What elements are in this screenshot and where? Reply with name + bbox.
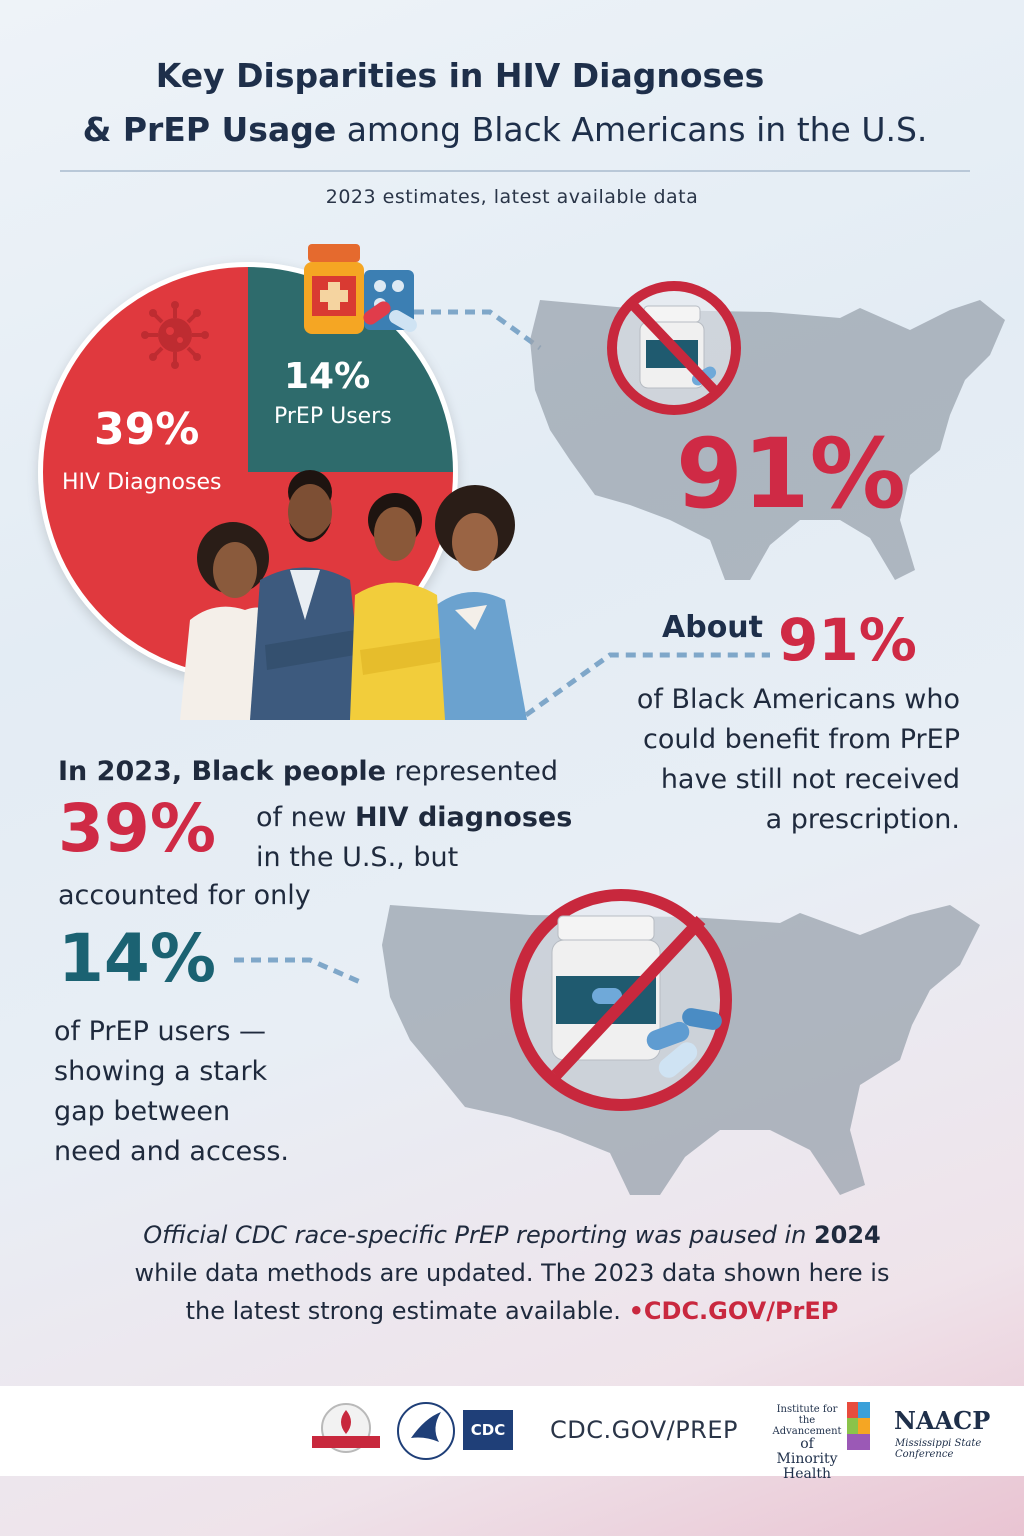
about-word: About [662, 610, 764, 645]
about-line-2: could benefit from PrEP [642, 724, 960, 755]
intro-bold: In 2023, Black people [58, 756, 386, 787]
naacp-subtitle: Mississippi State Conference [895, 1438, 982, 1460]
connector-line-middle [524, 652, 770, 718]
line-6: showing a stark [54, 1056, 268, 1087]
line-3: in the U.S., but [256, 842, 459, 873]
prep-users-text: of PrEP users — showing a stark gap betw… [54, 1012, 289, 1172]
hiv-diagnoses-text: of new HIV diagnoses in the U.S., but [256, 798, 572, 878]
pie-prep-label: PrEP Users [274, 404, 392, 429]
footnote-italic: Official CDC race-specific PrEP reportin… [143, 1221, 814, 1249]
footnote-year: 2024 [813, 1221, 881, 1249]
value-14: 14% [58, 920, 216, 997]
line-5: of PrEP users — [54, 1016, 266, 1047]
no-pill-bottle-icon [607, 281, 741, 415]
footnote-line-3: the latest strong estimate available. •C… [40, 1292, 984, 1330]
mississippi-map-icon [847, 1402, 870, 1450]
line-4: accounted for only [58, 880, 311, 911]
big-91-value: 91% [676, 418, 906, 530]
iamh-line-3: of Minority [776, 1436, 838, 1467]
title-line-2: & PrEP Usage among Black Americans in th… [0, 110, 1010, 149]
intro-line: In 2023, Black people represented [58, 756, 558, 787]
connector-line-bottom [234, 957, 362, 985]
footnote-line-3-text: the latest strong estimate available. [185, 1297, 629, 1325]
pie-hiv-value: 39% [94, 404, 200, 455]
footnote-line-1: Official CDC race-specific PrEP reportin… [40, 1216, 984, 1254]
iamh-line-2: Advancement [772, 1426, 842, 1437]
line-7: gap between [54, 1096, 231, 1127]
connector-line-top [414, 309, 542, 351]
title-divider [60, 170, 970, 172]
subtitle: 2023 estimates, latest available data [325, 186, 699, 208]
pill-bottle-icon [304, 244, 417, 334]
line-2-a: of new [256, 802, 355, 833]
line-2-bold: HIV diagnoses [355, 802, 573, 833]
footnote-link[interactable]: •CDC.GOV/PrEP [628, 1297, 839, 1325]
title-line-1: Key Disparities in HIV Diagnoses [155, 56, 765, 95]
pie-prep-value: 14% [284, 356, 371, 397]
pie-hiv-label: HIV Diagnoses [62, 470, 222, 495]
people-illustration [180, 470, 527, 720]
title-rest-part: among Black Americans in the U.S. [336, 110, 928, 149]
cdc-url[interactable]: CDC.GOV/PREP [550, 1416, 738, 1444]
value-39: 39% [58, 790, 216, 867]
about-line-1: of Black Americans who [636, 684, 960, 715]
about-line-4: a prescription. [765, 804, 960, 835]
about-91-description: of Black Americans who could benefit fro… [560, 680, 960, 840]
no-pill-bottle-large-icon [510, 889, 732, 1111]
cdc-logo: CDC [463, 1410, 513, 1450]
naacp-logo: NAACP [894, 1406, 991, 1435]
virus-icon [141, 301, 209, 369]
iamh-line-1: Institute for the [776, 1404, 838, 1426]
about-91-value: 91% [778, 606, 917, 674]
iamh-logo-text: Institute for the Advancement of Minorit… [772, 1404, 842, 1482]
ribbon-seal-logo [312, 1403, 380, 1453]
line-2: of new HIV diagnoses [256, 798, 572, 838]
intro-rest: represented [385, 756, 559, 787]
footnote: Official CDC race-specific PrEP reportin… [40, 1216, 984, 1330]
footnote-line-2: while data methods are updated. The 2023… [134, 1259, 890, 1287]
line-8: need and access. [54, 1136, 289, 1167]
title-bold-part: & PrEP Usage [82, 110, 337, 149]
hhs-eagle-logo [397, 1402, 455, 1460]
iamh-line-4: Health [783, 1466, 831, 1482]
about-line-3: have still not received [660, 764, 960, 795]
